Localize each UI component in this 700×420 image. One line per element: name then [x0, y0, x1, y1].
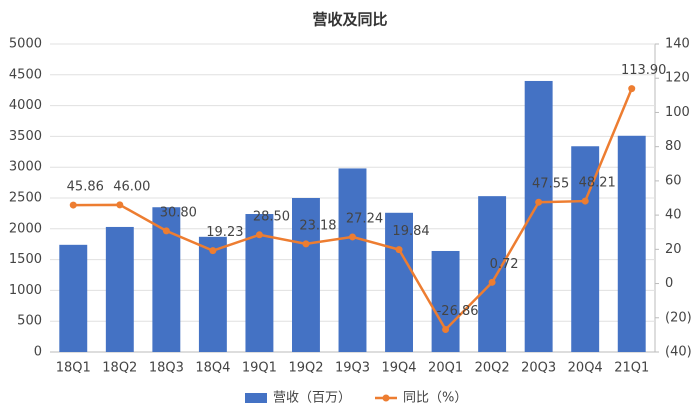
x-tick-label: 19Q2: [288, 361, 323, 376]
line-point: [349, 233, 356, 241]
x-tick-label: 21Q1: [614, 361, 649, 376]
y-tick-label: 2500: [9, 191, 42, 206]
y2-tick-label: (20): [665, 310, 692, 325]
line-point: [69, 201, 77, 209]
x-tick-label: 18Q3: [149, 361, 184, 376]
line-point: [302, 240, 310, 248]
line-point: [535, 198, 543, 206]
data-label: 48.21: [579, 176, 616, 191]
x-tick-label: 18Q1: [56, 361, 91, 376]
y2-tick-label: 40: [665, 208, 682, 223]
x-tick-label: 19Q3: [335, 361, 370, 376]
bar: [617, 135, 646, 352]
bar: [105, 226, 134, 352]
y2-tick-label: 100: [665, 105, 690, 120]
data-label: 30.80: [160, 205, 197, 220]
y2-tick-label: 60: [665, 173, 682, 188]
data-label: 47.55: [532, 177, 569, 192]
line-point: [395, 246, 403, 254]
data-label: 45.86: [67, 180, 104, 195]
data-label: 46.00: [113, 179, 150, 194]
bar: [431, 250, 460, 352]
chart-title: 营收及同比: [312, 11, 387, 29]
y2-tick-label: 0: [665, 276, 673, 291]
y2-tick-label: (40): [665, 345, 692, 360]
y-tick-label: 2000: [9, 221, 42, 236]
y2-tick-label: 80: [665, 139, 682, 154]
line-point: [162, 227, 170, 235]
legend-label: 营收（百万）: [273, 391, 351, 406]
data-label: 113.90: [621, 63, 667, 78]
x-tick-label: 20Q2: [475, 361, 510, 376]
data-label: 27.24: [346, 211, 383, 226]
bar: [338, 168, 367, 352]
y2-tick-label: 120: [665, 71, 690, 86]
legend-label: 同比（%）: [403, 391, 467, 406]
bar: [59, 244, 88, 352]
y-tick-label: 5000: [9, 37, 42, 52]
x-tick-label: 20Q4: [568, 361, 603, 376]
y2-tick-label: 140: [665, 37, 690, 52]
bar: [524, 80, 553, 353]
data-label: 19.23: [206, 225, 243, 240]
bar: [198, 236, 227, 352]
data-label: 28.50: [253, 209, 290, 224]
line-point: [581, 197, 589, 205]
data-label: 0.72: [490, 257, 519, 272]
y-tick-label: 3000: [9, 160, 42, 175]
y2-tick-label: 20: [665, 242, 682, 257]
y-tick-label: 0: [34, 345, 42, 360]
x-tick-label: 18Q4: [195, 361, 230, 376]
data-label: 23.18: [299, 218, 336, 233]
legend-swatch: [382, 394, 390, 402]
y-tick-label: 1000: [9, 283, 42, 298]
bar: [385, 212, 413, 352]
data-label: -26.86: [437, 304, 479, 319]
y-tick-label: 500: [17, 314, 42, 329]
line-point: [442, 326, 450, 334]
line-point: [255, 231, 263, 239]
x-tick-label: 20Q1: [428, 361, 463, 376]
x-tick-label: 18Q2: [102, 361, 137, 376]
x-tick-label: 19Q1: [242, 361, 277, 376]
y-tick-label: 3500: [9, 129, 42, 144]
line-point: [209, 247, 217, 255]
legend-swatch: [245, 393, 267, 403]
x-tick-label: 20Q3: [521, 361, 556, 376]
y-tick-label: 4000: [9, 98, 42, 113]
bar: [478, 196, 507, 352]
line-point: [628, 85, 636, 93]
y-tick-label: 1500: [9, 252, 42, 267]
line-point: [116, 201, 124, 209]
data-label: 19.84: [392, 224, 429, 239]
x-tick-label: 19Q4: [382, 361, 417, 376]
y-tick-label: 4500: [9, 67, 42, 82]
bar: [292, 198, 320, 352]
line-point: [488, 278, 496, 286]
